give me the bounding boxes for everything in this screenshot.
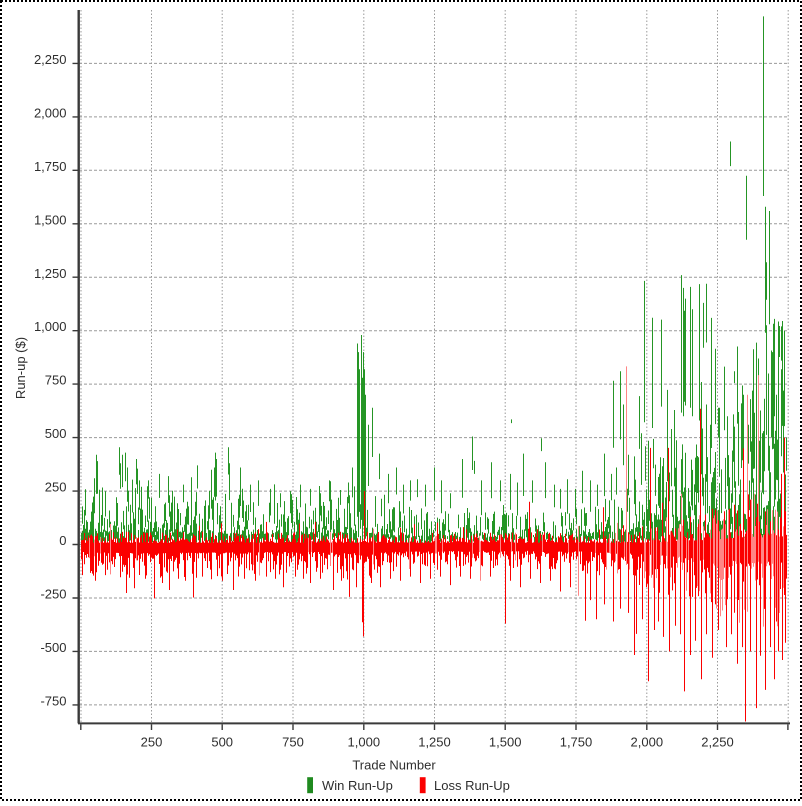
svg-text:250: 250 (141, 735, 163, 750)
svg-text:2,250: 2,250 (701, 735, 734, 750)
svg-text:250: 250 (45, 480, 67, 495)
svg-text:2,250: 2,250 (34, 52, 67, 67)
svg-text:1,250: 1,250 (418, 735, 451, 750)
svg-text:2,000: 2,000 (631, 735, 664, 750)
svg-text:Trade Number: Trade Number (352, 757, 436, 772)
svg-text:1,500: 1,500 (489, 735, 522, 750)
svg-text:-250: -250 (40, 587, 66, 602)
svg-text:1,750: 1,750 (34, 159, 67, 174)
svg-text:2,000: 2,000 (34, 105, 67, 120)
svg-text:1,750: 1,750 (560, 735, 593, 750)
svg-text:Run-up ($): Run-up ($) (13, 337, 28, 399)
svg-text:Loss Run-Up: Loss Run-Up (434, 778, 510, 793)
svg-text:750: 750 (282, 735, 304, 750)
svg-text:0: 0 (59, 533, 66, 548)
svg-text:-750: -750 (40, 693, 66, 708)
svg-text:500: 500 (211, 735, 233, 750)
svg-text:Win Run-Up: Win Run-Up (322, 778, 393, 793)
svg-text:500: 500 (45, 426, 67, 441)
svg-text:-500: -500 (40, 640, 66, 655)
svg-text:1,000: 1,000 (34, 319, 67, 334)
svg-text:1,000: 1,000 (348, 735, 381, 750)
svg-text:1,500: 1,500 (34, 212, 67, 227)
svg-text:750: 750 (45, 373, 67, 388)
svg-text:1,250: 1,250 (34, 266, 67, 281)
